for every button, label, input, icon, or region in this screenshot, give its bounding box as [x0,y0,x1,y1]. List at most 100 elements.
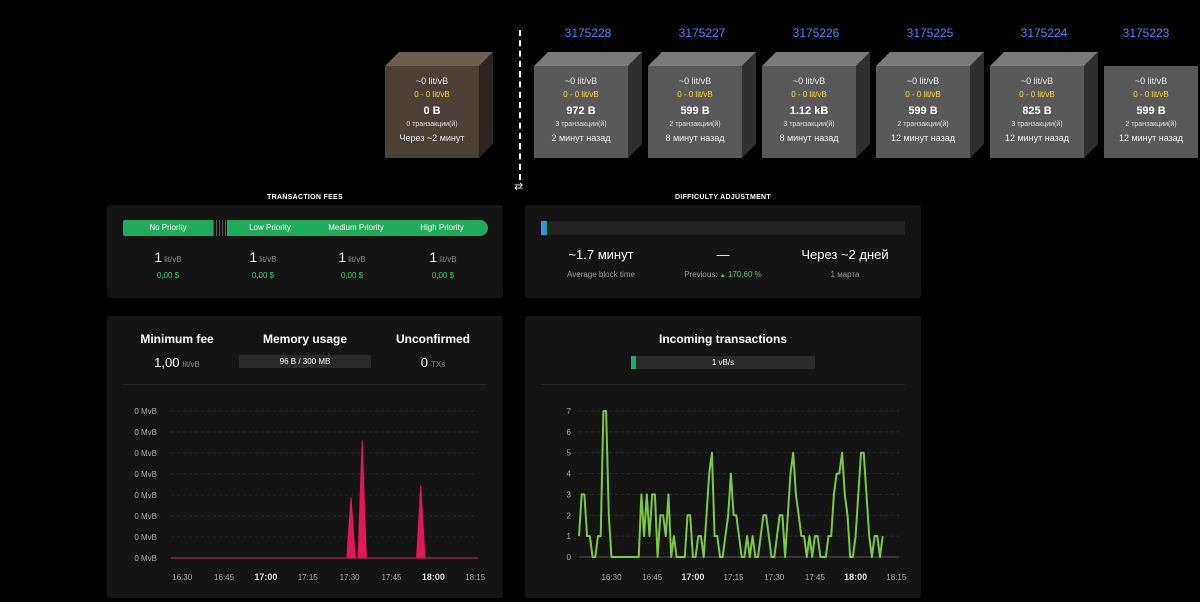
previous-label: Previous: [684,270,718,279]
priority-bar [227,220,488,236]
difficulty-progress-fill [541,221,547,235]
block-fee-range: 0 - 0 lit/vB [1019,90,1055,99]
block-height-link[interactable]: 3175227 [678,26,726,40]
block-fee: ~0 lit/vB [1020,76,1054,86]
y-tick-label: 0 MvB [134,533,157,542]
x-tick-label: 17:45 [381,573,402,582]
fee-usd: 0,00 $ [156,271,180,280]
difficulty-progress-bar [541,221,905,235]
y-tick-label: 6 [567,428,572,437]
minimum-fee-label: Minimum fee [140,332,214,346]
block-time: 2 минут назад [551,133,611,143]
block-fee: ~0 lit/vB [906,76,940,86]
block-tx-count: 2 транзакции(й) [897,121,949,128]
y-tick-label: 0 MvB [134,428,157,437]
block-fee: ~0 lit/vB [678,76,712,86]
mempool-divider [519,30,521,180]
block-fee: ~0 lit/vB [564,76,598,86]
mined-block[interactable]: ~0 lit/vB 0 - 0 lit/vB 599 B 2 транзакци… [876,52,984,158]
fee-unit: lit/vB [164,255,182,264]
unconfirmed-stat: Unconfirmed 0 TXs [363,332,503,370]
arrow-up-icon: ▲ [719,273,726,279]
no-priority-fee: 1 lit/vB 0,00 $ [128,249,208,280]
block-tx-count: 3 транзакции(й) [783,121,835,128]
block-fee-range: 0 - 0 lit/vB [791,90,827,99]
block-size: 825 B [1022,105,1052,117]
block-time: 8 минут назад [779,133,839,143]
mined-block[interactable]: ~0 lit/vB 0 - 0 lit/vB 972 B 3 транзакци… [534,52,642,158]
y-tick-label: 5 [567,449,572,458]
mined-block[interactable]: ~0 lit/vB 0 - 0 lit/vB 599 B 2 транзакци… [648,52,756,158]
block-fee: ~0 lit/vB [1134,76,1168,86]
y-tick-label: 4 [567,470,572,479]
block-fee-range: 0 - 0 lit/vB [1133,90,1169,99]
block-size: 1.12 kB [789,105,829,117]
difficulty-change: — Previous: ▲ 170,60 % [653,247,793,279]
y-tick-label: 0 MvB [134,449,157,458]
block-time: 12 минут назад [1118,133,1184,143]
no-priority-label: No Priority [123,220,213,236]
x-tick-label: 17:00 [254,572,277,582]
next-adjustment-eta: Через ~2 дней [801,247,889,262]
memory-usage-label: Memory usage [262,332,348,346]
minimum-fee-unit: lit/vB [182,360,200,369]
y-tick-label: 0 MvB [134,491,157,500]
divider [123,384,487,385]
block-fee-range: 0 - 0 lit/vB [563,90,599,99]
x-tick-label: 16:45 [214,573,235,582]
block-height-link[interactable]: 3175226 [792,26,840,40]
average-block-time-label: Average block time [567,270,635,279]
block-tx-count: 3 транзакции(й) [1011,121,1063,128]
block-height-link[interactable]: 3175225 [906,26,954,40]
x-tick-label: 18:15 [465,573,486,582]
y-tick-label: 1 [567,532,572,541]
block-size: 972 B [566,105,596,117]
fee-usd: 0,00 $ [251,271,275,280]
average-block-time-value: ~1.7 минут [568,247,634,262]
y-tick-label: 0 MvB [134,407,157,416]
mempool-area [171,440,478,559]
y-tick-label: 7 [567,407,572,416]
block-tx-count: 3 транзакции(й) [555,121,607,128]
fee-unit: lit/vB [439,255,457,264]
pending-block[interactable]: ~0 lit/vB 0 - 0 lit/vB 0 B 0 транзакции(… [385,52,493,158]
block-fee-range: 0 - 0 lit/vB [414,90,450,99]
next-adjustment-date: 1 марта [830,270,860,279]
swap-arrows-icon[interactable]: ⇄ [514,181,524,193]
unconfirmed-unit: TXs [431,360,446,369]
x-tick-label: 16:30 [602,573,623,582]
x-tick-label: 17:30 [764,573,785,582]
memory-usage-stat: Memory usage 96 B / 300 MB [235,332,375,369]
block-size: 599 B [680,105,710,117]
fee-usd: 0,00 $ [340,271,364,280]
incoming-line [578,410,884,558]
fee-rate: 1 [154,249,163,265]
mined-block[interactable]: ~0 lit/vB 0 - 0 lit/vB 599 B 2 транзакци… [1104,66,1200,158]
previous-change-value: 170,60 % [727,270,762,279]
block-time: 12 минут назад [1004,133,1070,143]
block-tx-count: 2 транзакции(й) [669,121,721,128]
block-height-link[interactable]: 3175223 [1122,26,1170,40]
high-priority-label: High Priority [420,223,464,232]
mined-block[interactable]: ~0 lit/vB 0 - 0 lit/vB 1.12 kB 3 транзак… [762,52,870,158]
block-time: 8 минут назад [665,133,725,143]
y-tick-label: 0 [567,553,572,562]
x-tick-label: 17:15 [724,573,745,582]
medium-priority-label: Medium Priority [328,223,384,232]
transaction-fees-panel: No Priority Low Priority Medium Priority… [107,205,503,298]
incoming-rate-fill [631,356,636,369]
incoming-transactions-title: Incoming transactions [658,332,788,346]
block-size: 599 B [908,105,938,117]
x-tick-label: 18:00 [422,572,445,582]
block-height-link[interactable]: 3175224 [1020,26,1068,40]
low-priority-fee: 1 lit/vB 0,00 $ [223,249,303,280]
block-fee: ~0 lit/vB [415,76,449,86]
difficulty-change-value: — [716,247,730,262]
y-tick-label: 3 [567,490,572,499]
block-fee-range: 0 - 0 lit/vB [905,90,941,99]
mined-block[interactable]: ~0 lit/vB 0 - 0 lit/vB 825 B 3 транзакци… [990,52,1098,158]
block-size: 0 B [423,105,441,117]
minimum-fee-value: 1,00 [154,355,180,370]
difficulty-progress-marker [545,221,547,235]
block-height-link[interactable]: 3175228 [564,26,612,40]
